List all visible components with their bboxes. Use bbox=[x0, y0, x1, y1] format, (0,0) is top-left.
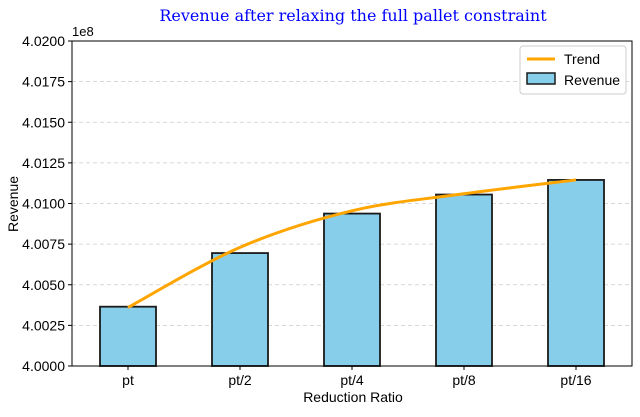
trend-line bbox=[127, 178, 577, 309]
y-tick-label: 4.0175 bbox=[22, 74, 65, 90]
y-tick-label: 4.0150 bbox=[22, 114, 65, 130]
revenue-bar bbox=[99, 305, 157, 367]
legend: Trend Revenue bbox=[519, 45, 627, 95]
y-tick-label: 4.0200 bbox=[22, 33, 65, 49]
revenue-bar bbox=[435, 193, 493, 367]
legend-trend-label: Trend bbox=[564, 51, 600, 67]
y-axis-label: Revenue bbox=[5, 176, 21, 232]
y-offset-label: 1e8 bbox=[72, 24, 94, 39]
y-tick-label: 4.0100 bbox=[22, 196, 65, 212]
x-tick-label: pt bbox=[122, 372, 134, 388]
revenue-bar bbox=[547, 179, 605, 367]
x-tick-label: pt/8 bbox=[452, 372, 476, 388]
revenue-bar bbox=[211, 252, 269, 367]
legend-revenue-swatch bbox=[526, 72, 556, 85]
y-tick-label: 4.0125 bbox=[22, 155, 65, 171]
y-tick-label: 4.0075 bbox=[22, 236, 65, 252]
y-tick-label: 4.0000 bbox=[22, 358, 65, 374]
revenue-bar bbox=[323, 212, 381, 367]
x-tick-label: pt/16 bbox=[560, 372, 591, 388]
x-tick-label: pt/4 bbox=[340, 372, 364, 388]
x-tick-label: pt/2 bbox=[228, 372, 252, 388]
y-tick-label: 4.0050 bbox=[22, 277, 65, 293]
legend-revenue-label: Revenue bbox=[564, 72, 620, 88]
y-tick-label: 4.0025 bbox=[22, 317, 65, 333]
chart-title: Revenue after relaxing the full pallet c… bbox=[159, 6, 547, 25]
x-axis-label: Reduction Ratio bbox=[303, 389, 403, 405]
